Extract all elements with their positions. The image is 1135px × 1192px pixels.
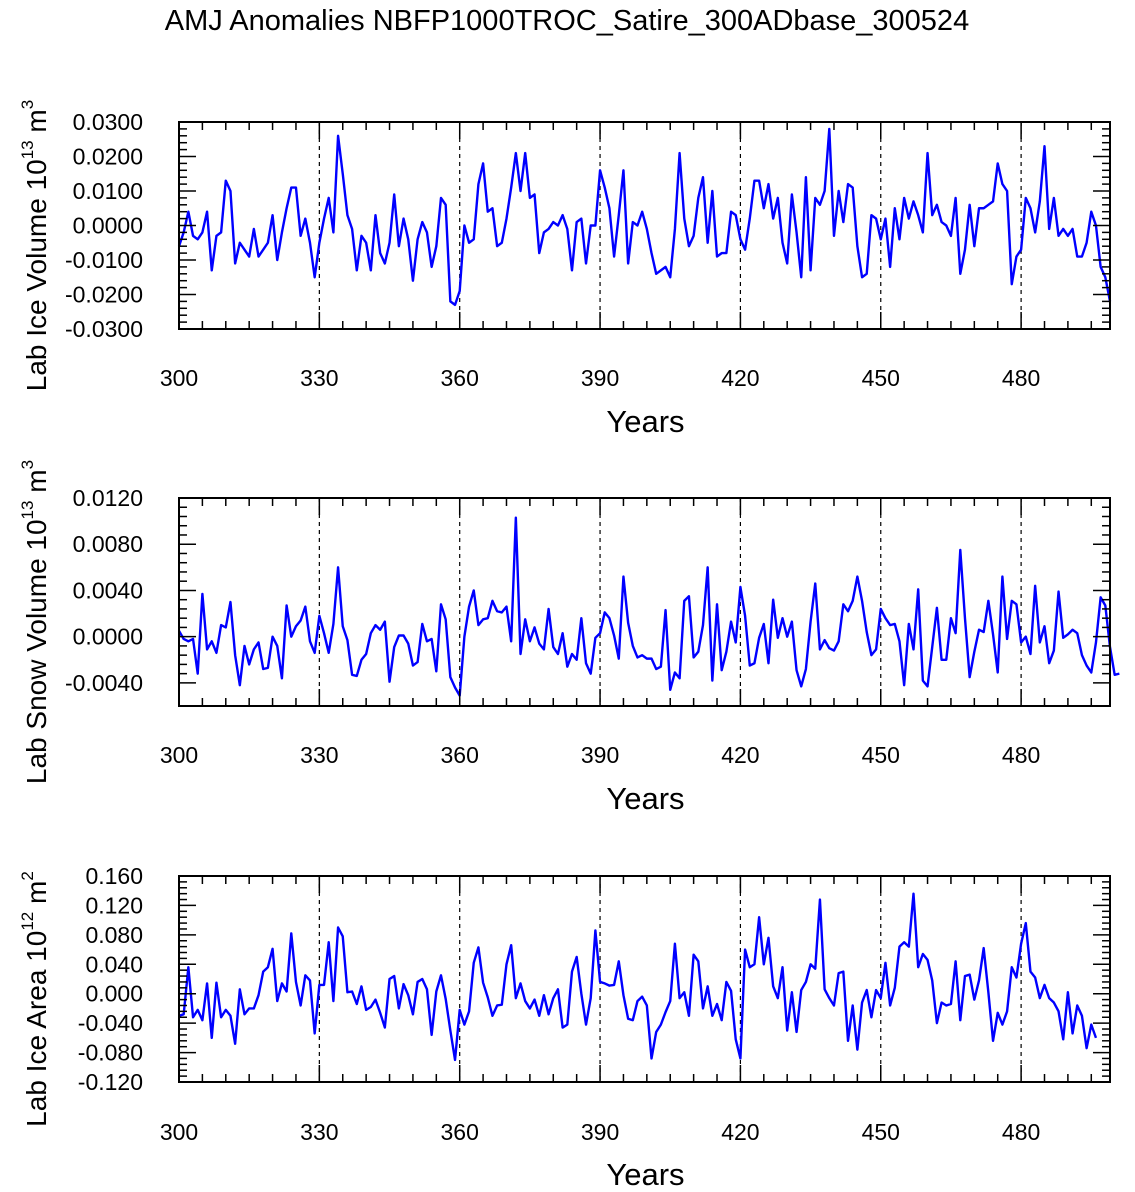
y-tick-label: 0.0120 [73, 485, 143, 511]
y-tick-label: -0.0040 [65, 670, 143, 696]
y-tick-label: 0.120 [85, 892, 143, 918]
x-tick-label: 300 [160, 365, 198, 391]
y-axis-title-text: Lab Ice Area 10 [21, 931, 52, 1127]
y-axis-title-unit-exponent: 3 [18, 460, 37, 469]
plot-frame [178, 497, 1111, 707]
x-tick-label: 330 [300, 1119, 338, 1145]
x-tick-label: 360 [441, 1119, 479, 1145]
y-tick-label: -0.0100 [65, 247, 143, 273]
x-tick-label: 480 [1002, 365, 1040, 391]
y-axis-title: Lab Ice Area 1012 m2 [18, 871, 52, 1127]
x-tick-label: 360 [441, 742, 479, 768]
x-axis-title: Years [606, 404, 684, 439]
y-tick-label: -0.080 [78, 1040, 143, 1066]
y-tick-label: 0.080 [85, 922, 143, 948]
y-tick-label: 0.0200 [73, 144, 143, 170]
y-axis-title-exponent: 13 [18, 140, 37, 159]
x-tick-label: 420 [721, 742, 759, 768]
y-axis-title-exponent: 13 [18, 501, 37, 520]
x-tick-label: 300 [160, 1119, 198, 1145]
y-axis-title-unit: m [21, 881, 52, 912]
x-tick-label: 360 [441, 365, 479, 391]
x-tick-label: 480 [1002, 742, 1040, 768]
x-tick-label: 480 [1002, 1119, 1040, 1145]
reference-lines [318, 498, 1022, 706]
y-tick-label: 0.0080 [73, 531, 143, 557]
y-axis-title-unit-exponent: 3 [18, 100, 37, 109]
y-tick-label: -0.040 [78, 1010, 143, 1036]
y-tick-labels: -0.0040 0.0000 0.0040 0.0080 0.0120 [65, 485, 143, 696]
plot-frame [178, 875, 1111, 1083]
tick-marks [178, 121, 1110, 330]
y-tick-label: 0.040 [85, 951, 143, 977]
x-tick-labels: 300 330 360 390 420 450 480 [160, 742, 1040, 768]
x-tick-label: 390 [581, 365, 619, 391]
y-axis-title-unit: m [21, 109, 52, 140]
x-tick-label: 450 [862, 365, 900, 391]
y-tick-label: -0.0200 [65, 282, 143, 308]
y-axis-title-unit: m [21, 469, 52, 500]
tick-marks [178, 875, 1110, 1083]
y-tick-label: 0.0000 [73, 213, 143, 239]
y-tick-label: 0.0000 [73, 624, 143, 650]
y-tick-label: 0.0100 [73, 178, 143, 204]
ice-volume-line [177, 127, 1112, 307]
y-tick-label: 0.000 [85, 981, 143, 1007]
y-axis-title-exponent: 12 [18, 912, 37, 931]
y-axis-title-text: Lab Ice Volume 10 [21, 159, 52, 391]
figure-title: AMJ Anomalies NBFP1000TROC_Satire_300ADb… [165, 5, 969, 37]
x-tick-label: 330 [300, 742, 338, 768]
x-axis-title: Years [606, 781, 684, 816]
ice-area-line [178, 892, 1098, 1062]
y-tick-label: 0.0300 [73, 109, 143, 135]
y-tick-label: -0.0300 [65, 316, 143, 342]
x-tick-label: 330 [300, 365, 338, 391]
x-tick-label: 390 [581, 742, 619, 768]
x-axis-title: Years [606, 1157, 684, 1192]
x-tick-label: 390 [581, 1119, 619, 1145]
reference-lines [318, 122, 1022, 329]
y-axis-title: Lab Ice Volume 1013 m3 [18, 100, 52, 391]
y-axis-title-unit-exponent: 2 [18, 871, 37, 880]
x-tick-label: 300 [160, 742, 198, 768]
plot-frame [178, 121, 1111, 330]
y-tick-labels: -0.120 -0.080 -0.040 0.000 0.040 0.080 0.120 0.… [78, 863, 143, 1095]
y-tick-label: 0.0040 [73, 577, 143, 603]
x-tick-label: 450 [862, 742, 900, 768]
x-tick-label: 450 [862, 1119, 900, 1145]
x-tick-label: 420 [721, 365, 759, 391]
y-axis-title: Lab Snow Volume 1013 m3 [18, 460, 52, 784]
y-tick-label: 0.160 [85, 863, 143, 889]
snow-volume-line [177, 516, 1120, 697]
reference-lines [318, 876, 1022, 1082]
panel-ice-area: -0.120 -0.080 -0.040 0.000 0.040 0.080 0.120 0.… [18, 863, 1111, 1192]
y-axis-title-text: Lab Snow Volume 10 [21, 519, 52, 784]
x-tick-labels: 300 330 360 390 420 450 480 [160, 365, 1040, 391]
panel-ice-volume: -0.0300 -0.0200 -0.0100 0.0000 0.0100 0.0200 0… [18, 100, 1112, 439]
y-tick-labels: -0.0300 -0.0200 -0.0100 0.0000 0.0100 0.0200 0… [65, 109, 143, 342]
panel-snow-volume: -0.0040 0.0000 0.0040 0.0080 0.0120 300 330 36… [18, 460, 1120, 816]
x-tick-label: 420 [721, 1119, 759, 1145]
x-tick-labels: 300 330 360 390 420 450 480 [160, 1119, 1040, 1145]
y-tick-label: -0.120 [78, 1069, 143, 1095]
